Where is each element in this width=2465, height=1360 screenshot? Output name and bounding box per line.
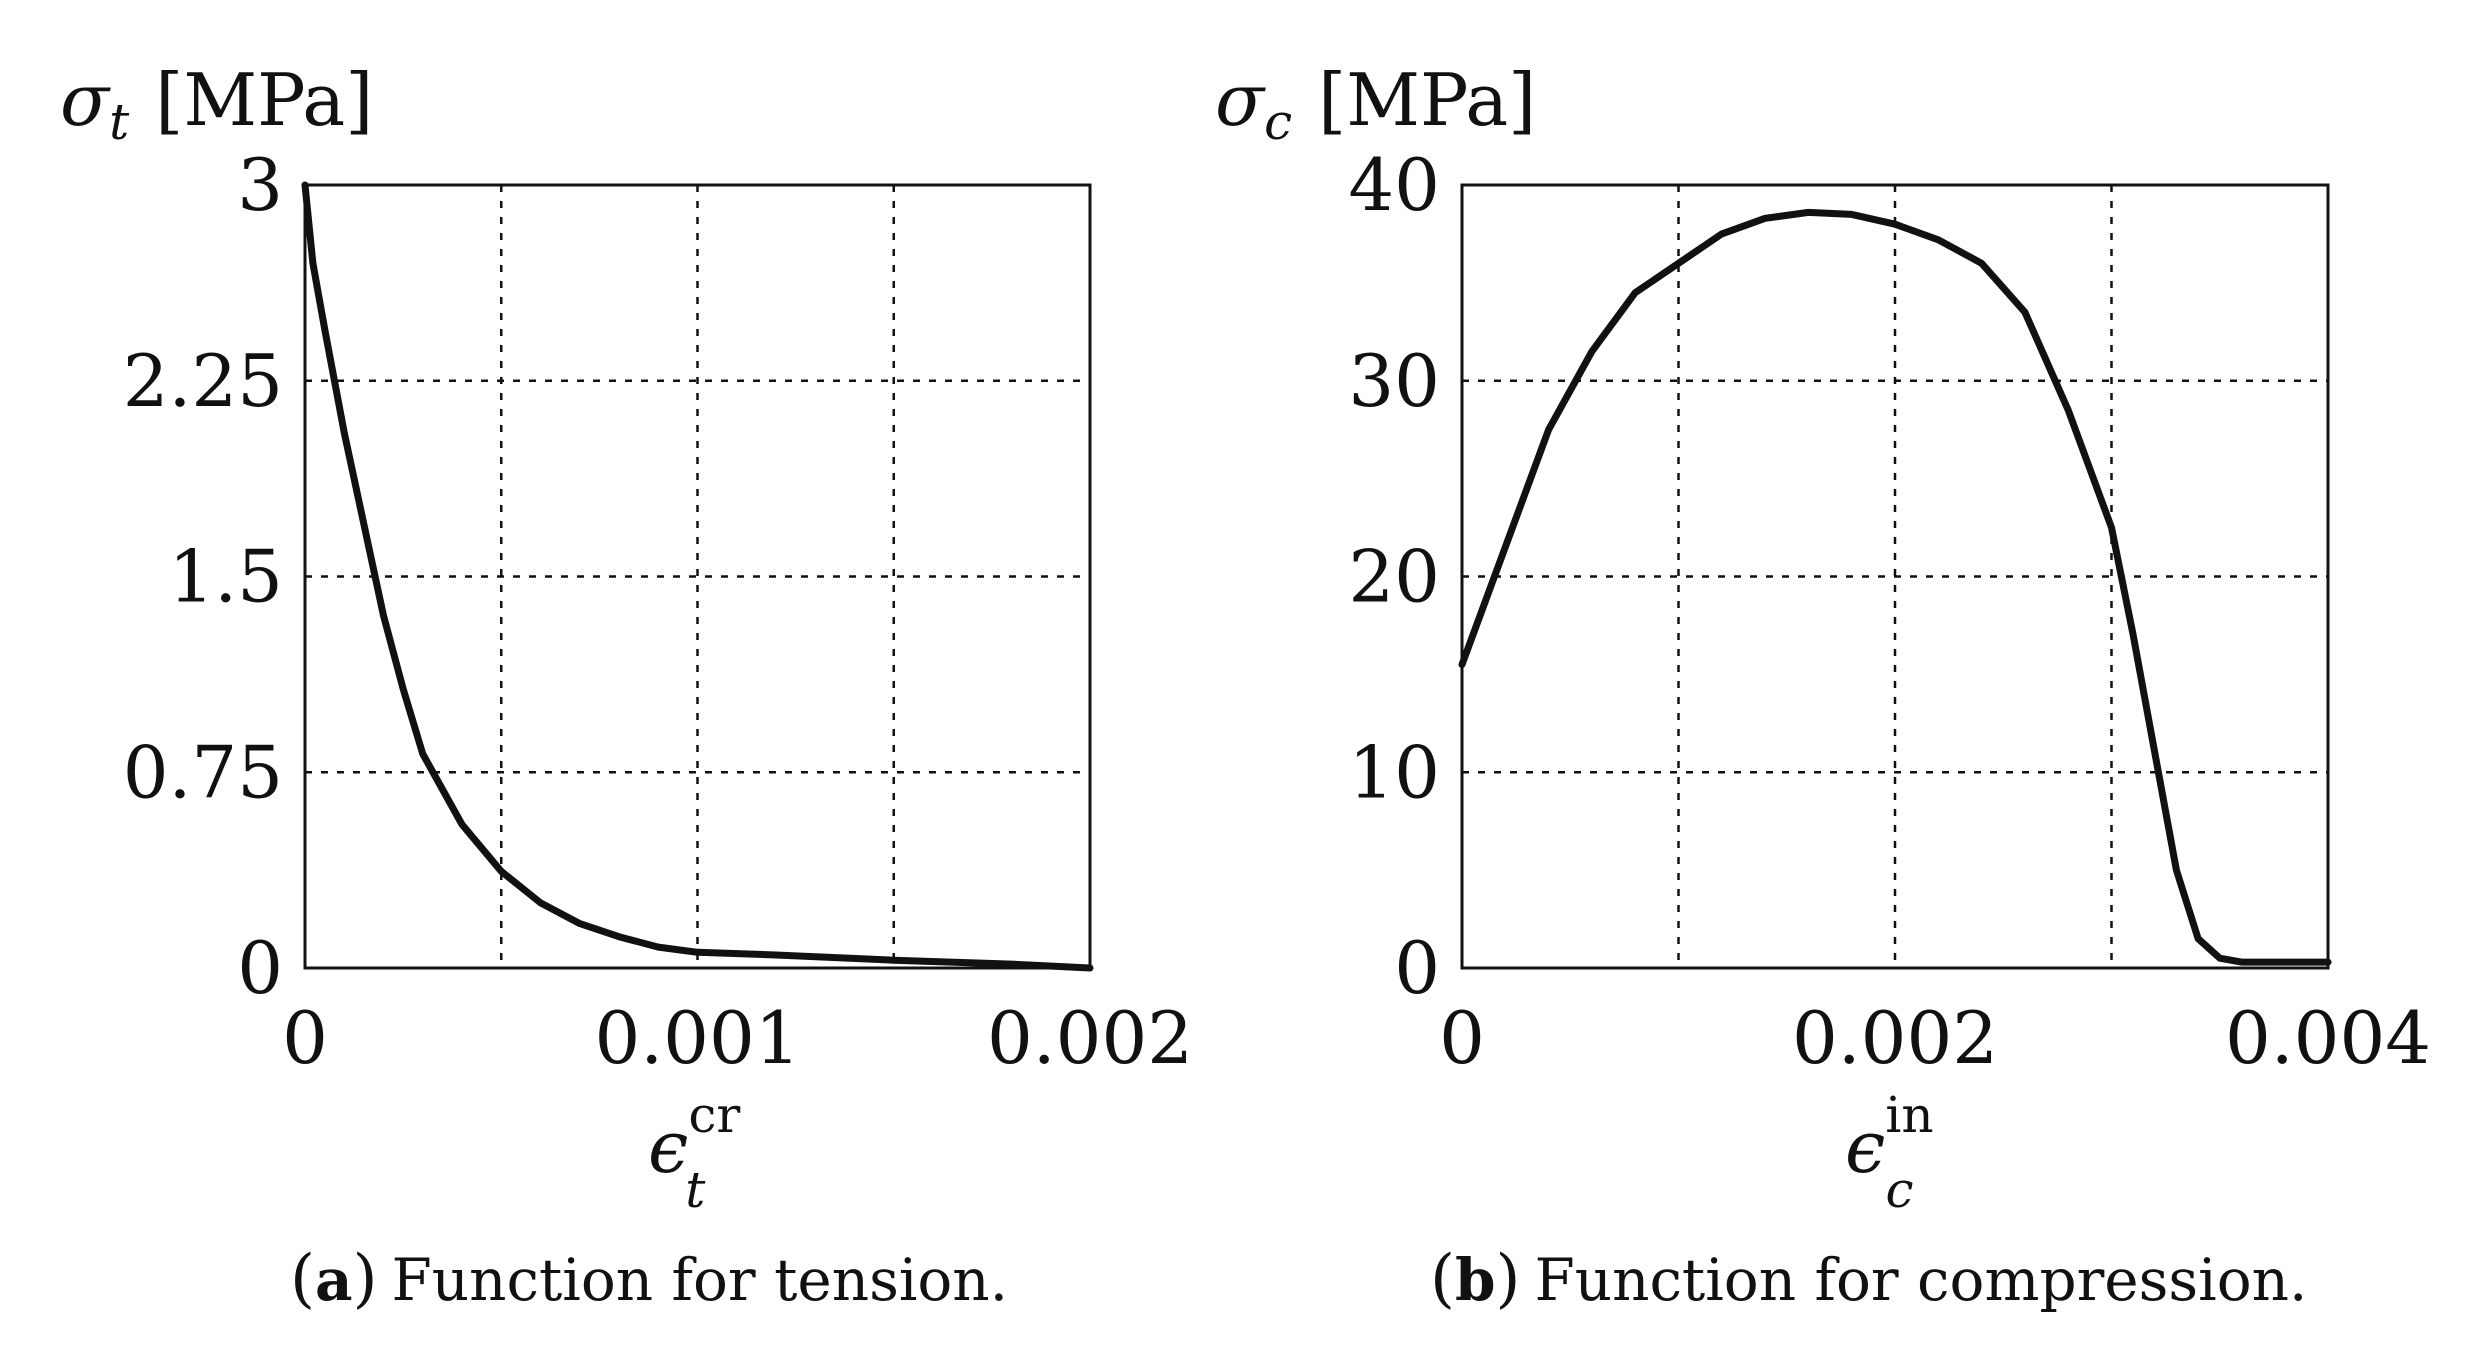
y-tick-label: 1.5: [168, 535, 283, 619]
y-axis-label-a: σt [MPa]: [60, 58, 373, 151]
y-tick-label: 3: [237, 143, 283, 227]
y-tick-label: 20: [1348, 535, 1440, 619]
caption-b: (b) Function for compression.: [1430, 1242, 2307, 1316]
y-tick-label: 30: [1348, 339, 1440, 423]
panel-b: 0 10 20 30 40 0 0.002 0.004 σc [MPa] ϵin c (b) Fun…: [1215, 58, 2431, 1316]
tick-labels-b: 0 10 20 30 40 0 0.002 0.004: [1348, 143, 2431, 1080]
y-tick-label: 0: [237, 926, 283, 1010]
x-axis-label-b: ϵin c: [1845, 1086, 1934, 1219]
x-tick-label: 0.002: [987, 996, 1193, 1080]
y-tick-label: 10: [1348, 730, 1440, 814]
compression-curve: [1458, 208, 2332, 966]
plot-frame-a: [303, 183, 1092, 970]
caption-a: (a) Function for tension.: [290, 1242, 1008, 1316]
tick-labels-a: 0 0.75 1.5 2.25 3 0 0.001 0.002: [123, 143, 1193, 1080]
x-tick-label: 0.001: [594, 996, 800, 1080]
tension-curve: [301, 181, 1094, 972]
panel-a: 0 0.75 1.5 2.25 3 0 0.001 0.002 σt [MPa] ϵcr t (a…: [60, 58, 1193, 1316]
x-tick-label: 0.002: [1792, 996, 1998, 1080]
grid-a: [305, 185, 1090, 968]
grid-b: [1462, 185, 2328, 968]
y-tick-label: 2.25: [123, 339, 283, 423]
x-tick-label: 0: [1439, 996, 1485, 1080]
y-tick-label: 0.75: [123, 730, 283, 814]
x-tick-label: 0: [282, 996, 328, 1080]
plot-frame-b: [1460, 183, 2330, 970]
y-axis-label-b: σc [MPa]: [1215, 58, 1536, 151]
x-tick-label: 0.004: [2225, 996, 2431, 1080]
y-tick-label: 0: [1394, 926, 1440, 1010]
x-axis-label-a: ϵcr t: [648, 1086, 740, 1219]
y-tick-label: 40: [1348, 143, 1440, 227]
